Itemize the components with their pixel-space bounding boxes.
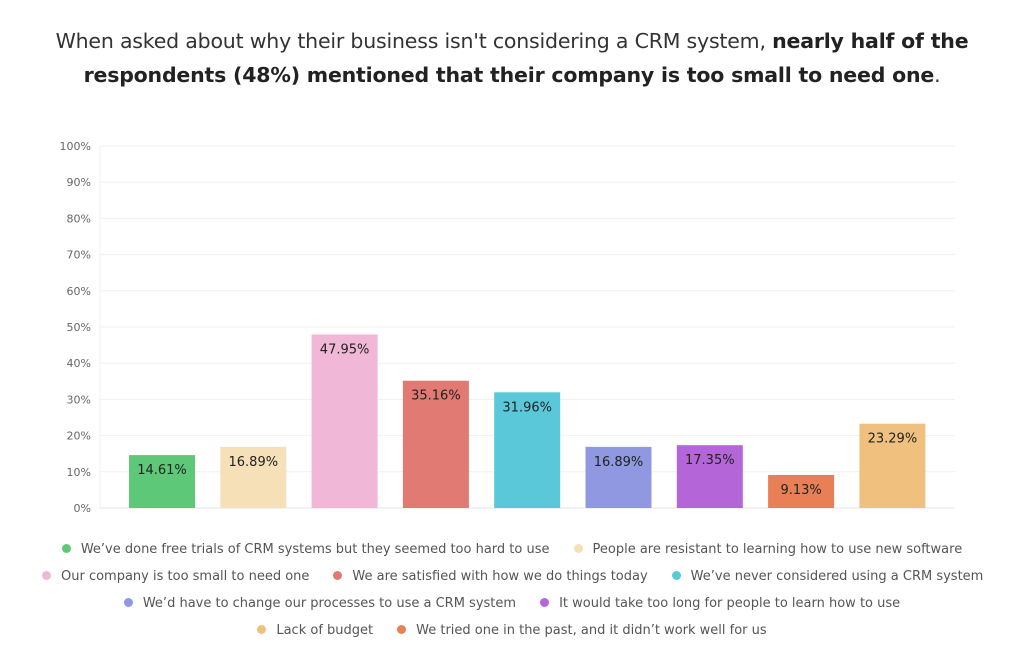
y-tick-label: 90% bbox=[67, 176, 91, 189]
legend-item[interactable]: We tried one in the past, and it didn’t … bbox=[397, 619, 767, 643]
data-label: 17.35% bbox=[685, 453, 735, 468]
legend-label: We are satisfied with how we do things t… bbox=[352, 569, 648, 584]
legend-row: Lack of budget We tried one in the past, … bbox=[30, 619, 994, 646]
legend-label: Lack of budget bbox=[276, 623, 374, 638]
data-label: 31.96% bbox=[502, 400, 552, 415]
legend-row: Our company is too small to need one We a… bbox=[30, 565, 994, 592]
data-label: 16.89% bbox=[594, 455, 644, 470]
y-tick-label: 80% bbox=[67, 212, 91, 225]
legend-swatch bbox=[573, 544, 583, 553]
legend-swatch bbox=[123, 598, 133, 607]
legend-swatch bbox=[61, 544, 71, 553]
legend-item[interactable]: Our company is too small to need one bbox=[42, 565, 309, 589]
data-label: 35.16% bbox=[411, 389, 461, 404]
legend-item[interactable]: It would take too long for people to lea… bbox=[540, 592, 900, 616]
bar bbox=[494, 392, 561, 508]
legend-label: We’ve done free trials of CRM systems bu… bbox=[80, 542, 550, 557]
data-label: 16.89% bbox=[229, 455, 279, 470]
legend-label: People are resistant to learning how to … bbox=[592, 542, 963, 557]
legend-item[interactable]: We are satisfied with how we do things t… bbox=[333, 565, 648, 589]
legend-label: We tried one in the past, and it didn’t … bbox=[416, 623, 767, 638]
legend-label: We’d have to change our processes to use… bbox=[142, 596, 517, 611]
data-label: 9.13% bbox=[780, 483, 821, 498]
legend-swatch bbox=[257, 625, 267, 634]
legend-swatch bbox=[540, 598, 550, 607]
bar bbox=[585, 446, 652, 508]
legend-item[interactable]: We’ve never considered using a CRM syste… bbox=[671, 565, 984, 589]
legend-swatch bbox=[671, 571, 681, 580]
y-tick-label: 100% bbox=[60, 140, 91, 153]
legend-swatch bbox=[397, 625, 407, 634]
y-tick-label: 50% bbox=[67, 321, 91, 334]
bar bbox=[676, 445, 743, 508]
legend-label: It would take too long for people to lea… bbox=[559, 596, 901, 611]
data-label: 47.95% bbox=[320, 342, 370, 357]
data-label: 14.61% bbox=[137, 463, 187, 478]
data-label: 23.29% bbox=[868, 432, 918, 447]
legend-item[interactable]: We’ve done free trials of CRM systems bu… bbox=[61, 538, 550, 562]
bar bbox=[311, 334, 378, 508]
y-tick-label: 0% bbox=[74, 502, 91, 515]
legend-row: We’ve done free trials of CRM systems bu… bbox=[30, 538, 994, 565]
bar bbox=[220, 446, 287, 508]
bar bbox=[402, 380, 469, 508]
legend-item[interactable]: Lack of budget bbox=[257, 619, 373, 643]
bar bbox=[129, 455, 195, 508]
legend-label: We’ve never considered using a CRM syste… bbox=[690, 569, 984, 584]
y-tick-label: 40% bbox=[67, 357, 91, 370]
legend-row: We’d have to change our processes to use… bbox=[30, 592, 994, 619]
y-tick-label: 20% bbox=[67, 430, 91, 443]
legend-label: Our company is too small to need one bbox=[61, 569, 310, 584]
y-tick-label: 70% bbox=[67, 249, 91, 262]
legend-swatch bbox=[42, 571, 51, 580]
chart-title: When asked about why their business isn'… bbox=[55, 29, 969, 87]
y-tick-label: 30% bbox=[67, 393, 91, 406]
legend: We’ve done free trials of CRM systems bu… bbox=[30, 538, 994, 646]
y-tick-label: 60% bbox=[67, 285, 91, 298]
legend-swatch bbox=[333, 571, 343, 580]
bar bbox=[859, 423, 926, 508]
bar bbox=[768, 474, 835, 508]
y-tick-label: 10% bbox=[67, 466, 91, 479]
legend-item[interactable]: People are resistant to learning how to … bbox=[573, 538, 963, 562]
legend-item[interactable]: We’d have to change our processes to use… bbox=[123, 592, 517, 616]
